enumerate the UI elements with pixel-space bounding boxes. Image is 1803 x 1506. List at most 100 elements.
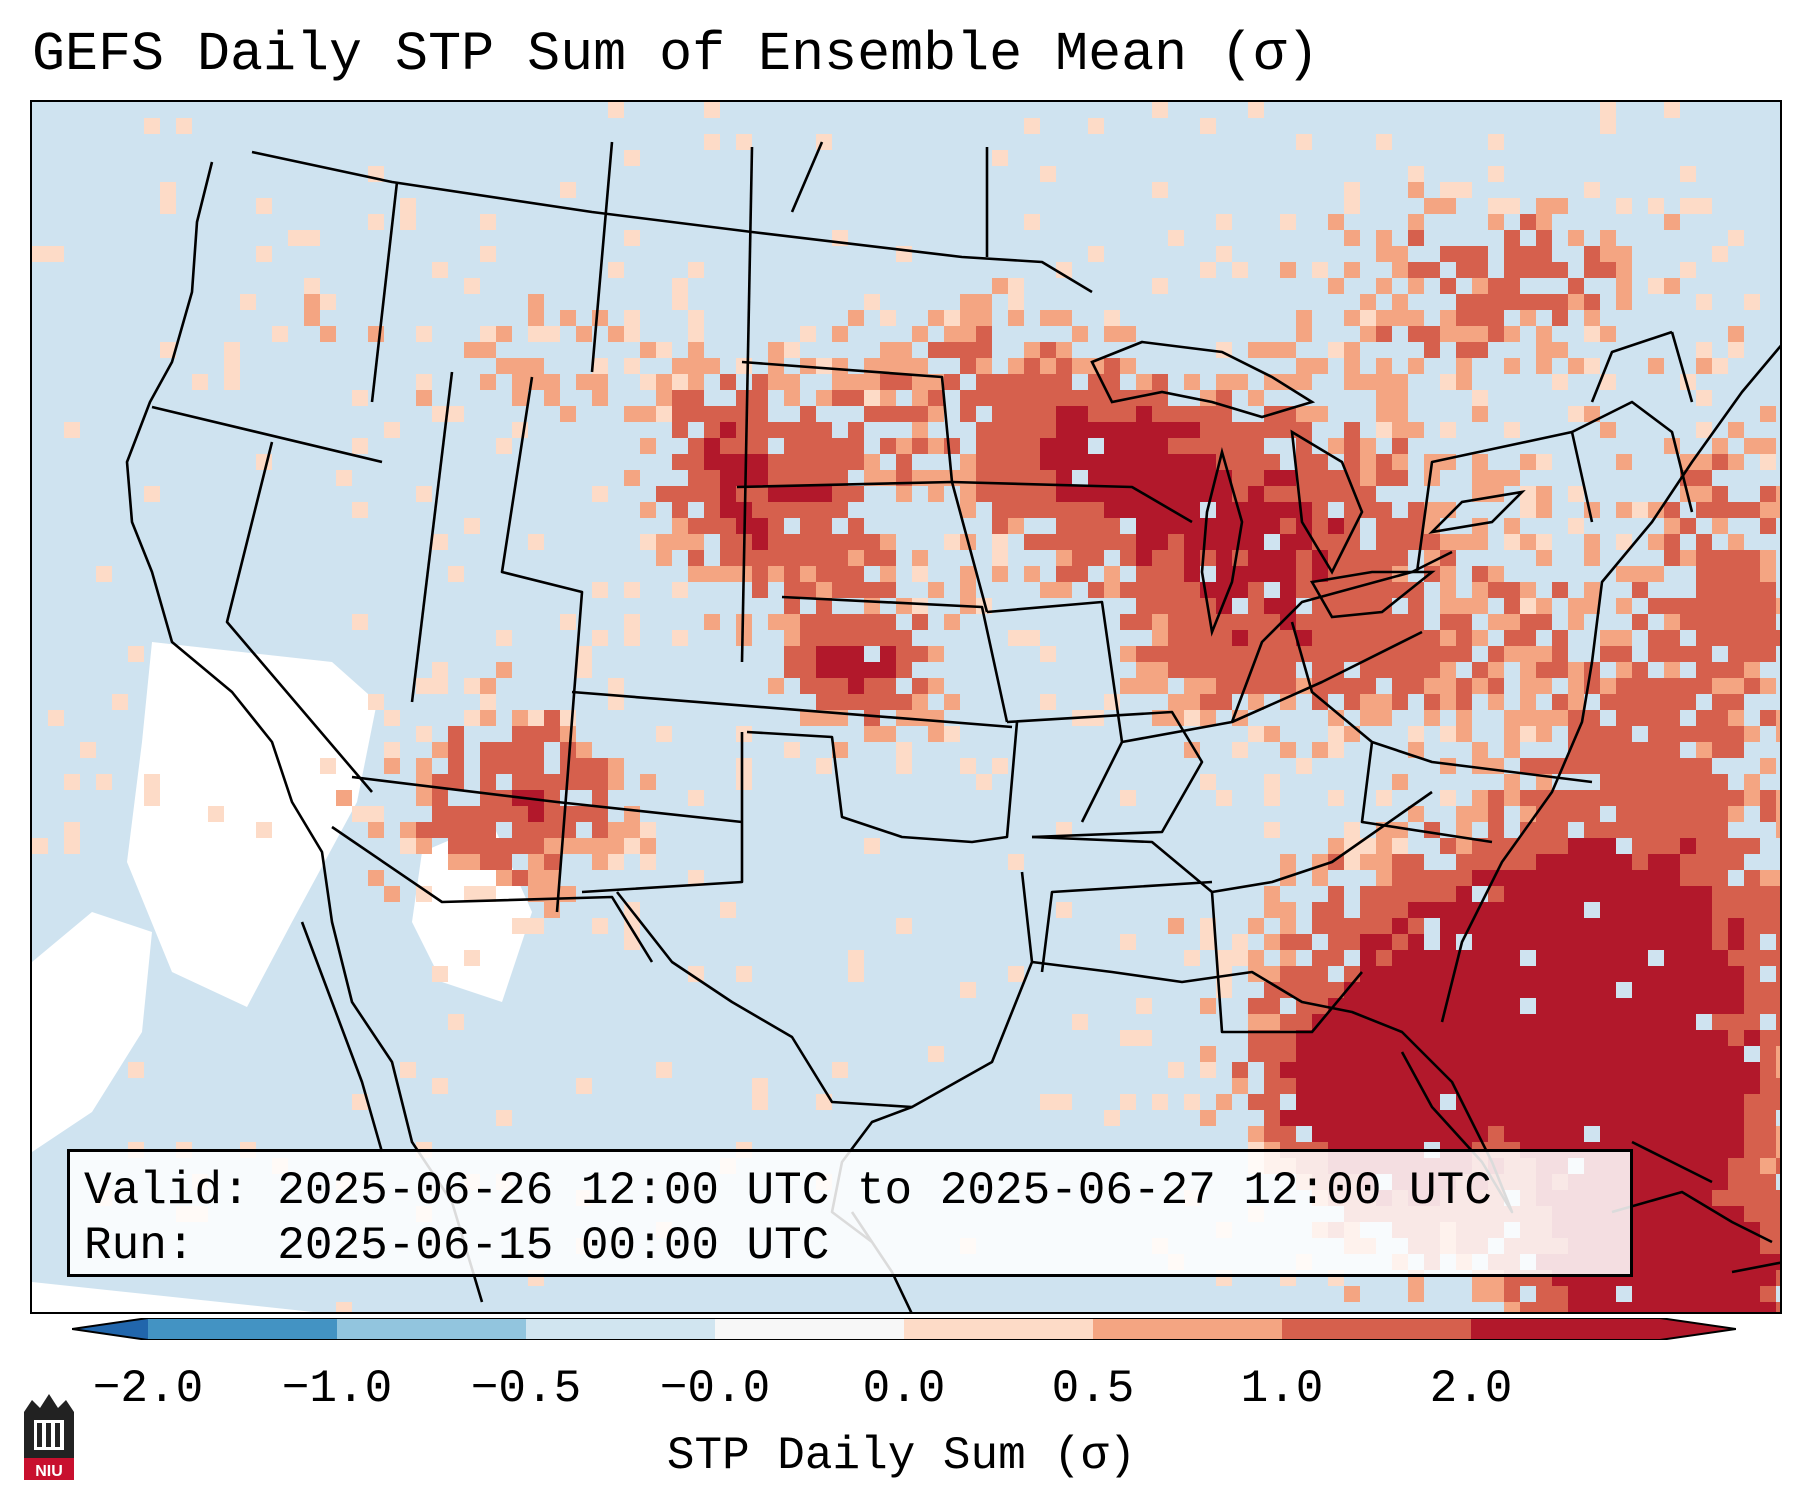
- stp-cell: [1040, 470, 1056, 486]
- stp-cell: [1616, 902, 1632, 918]
- stp-cell: [688, 470, 704, 486]
- stp-cell: [1568, 902, 1584, 918]
- stp-cell: [1552, 630, 1568, 646]
- stp-cell: [1200, 918, 1216, 934]
- stp-cell: [1104, 1110, 1120, 1126]
- stp-cell: [1728, 934, 1744, 950]
- stp-cell: [1040, 310, 1056, 326]
- stp-cell: [1456, 886, 1472, 902]
- stp-cell: [1536, 646, 1552, 662]
- stp-cell: [528, 822, 544, 838]
- stp-cell: [1328, 742, 1344, 758]
- stp-cell: [1456, 310, 1472, 326]
- stp-cell: [1424, 1046, 1440, 1062]
- stp-cell: [832, 470, 848, 486]
- stp-cell: [1632, 838, 1648, 854]
- stp-cell: [1120, 534, 1136, 550]
- stp-cell: [1248, 438, 1264, 454]
- stp-cell: [464, 838, 480, 854]
- stp-cell: [1424, 886, 1440, 902]
- stp-cell: [800, 630, 816, 646]
- stp-cell: [1504, 422, 1520, 438]
- stp-cell: [1248, 998, 1264, 1014]
- stp-cell: [1376, 1126, 1392, 1142]
- stp-cell: [1728, 326, 1744, 342]
- stp-cell: [1712, 1030, 1728, 1046]
- stp-cell: [64, 838, 80, 854]
- stp-cell: [1120, 406, 1136, 422]
- stp-cell: [672, 582, 688, 598]
- stp-cell: [1744, 566, 1760, 582]
- stp-cell: [1392, 534, 1408, 550]
- stp-cell: [1712, 1270, 1728, 1286]
- stp-cell: [1376, 534, 1392, 550]
- stp-cell: [1536, 950, 1552, 966]
- stp-cell: [784, 630, 800, 646]
- stp-cell: [688, 310, 704, 326]
- stp-cell: [1440, 950, 1456, 966]
- stp-cell: [1744, 438, 1760, 454]
- stp-cell: [1664, 1222, 1680, 1238]
- stp-cell: [496, 326, 512, 342]
- stp-cell: [1664, 1270, 1680, 1286]
- stp-cell: [1376, 1046, 1392, 1062]
- stp-cell: [1312, 662, 1328, 678]
- stp-cell: [1744, 774, 1760, 790]
- stp-cell: [624, 310, 640, 326]
- stp-cell: [656, 374, 672, 390]
- stp-cell: [1040, 406, 1056, 422]
- stp-cell: [1696, 1094, 1712, 1110]
- stp-cell: [432, 822, 448, 838]
- stp-cell: [464, 342, 480, 358]
- stp-cell: [864, 294, 880, 310]
- stp-cell: [1648, 854, 1664, 870]
- stp-cell: [1728, 1046, 1744, 1062]
- stp-cell: [1168, 662, 1184, 678]
- stp-cell: [544, 806, 560, 822]
- stp-cell: [1760, 598, 1776, 614]
- stp-cell: [272, 326, 288, 342]
- stp-cell: [1568, 710, 1584, 726]
- stp-cell: [944, 374, 960, 390]
- stp-cell: [1696, 566, 1712, 582]
- stp-cell: [1776, 1190, 1780, 1206]
- stp-cell: [1472, 1030, 1488, 1046]
- stp-cell: [896, 406, 912, 422]
- stp-cell: [1632, 1302, 1648, 1312]
- stp-cell: [1440, 598, 1456, 614]
- stp-cell: [1632, 614, 1648, 630]
- stp-cell: [1056, 1094, 1072, 1110]
- stp-cell: [1744, 918, 1760, 934]
- stp-cell: [928, 710, 944, 726]
- stp-cell: [1248, 518, 1264, 534]
- stp-cell: [1104, 518, 1120, 534]
- stp-cell: [1520, 614, 1536, 630]
- stp-cell: [1328, 646, 1344, 662]
- stp-cell: [1264, 630, 1280, 646]
- stp-cell: [576, 758, 592, 774]
- stp-cell: [96, 774, 112, 790]
- stp-cell: [1408, 582, 1424, 598]
- stp-cell: [1712, 614, 1728, 630]
- stp-cell: [720, 550, 736, 566]
- stp-cell: [1584, 1302, 1600, 1312]
- stp-cell: [672, 422, 688, 438]
- stp-cell: [1712, 486, 1728, 502]
- stp-cell: [736, 454, 752, 470]
- stp-cell: [432, 806, 448, 822]
- stp-cell: [1392, 518, 1408, 534]
- stp-cell: [1232, 502, 1248, 518]
- stp-cell: [336, 790, 352, 806]
- stp-cell: [1632, 1142, 1648, 1158]
- stp-cell: [1632, 774, 1648, 790]
- stp-cell: [1232, 646, 1248, 662]
- stp-cell: [1392, 1062, 1408, 1078]
- stp-cell: [1504, 1126, 1520, 1142]
- stp-cell: [960, 310, 976, 326]
- stp-cell: [688, 566, 704, 582]
- colorbar-tick-label: −2.0: [92, 1363, 204, 1415]
- stp-cell: [1328, 918, 1344, 934]
- stp-cell: [1744, 1126, 1760, 1142]
- stp-cell: [816, 710, 832, 726]
- stp-cell: [1760, 406, 1776, 422]
